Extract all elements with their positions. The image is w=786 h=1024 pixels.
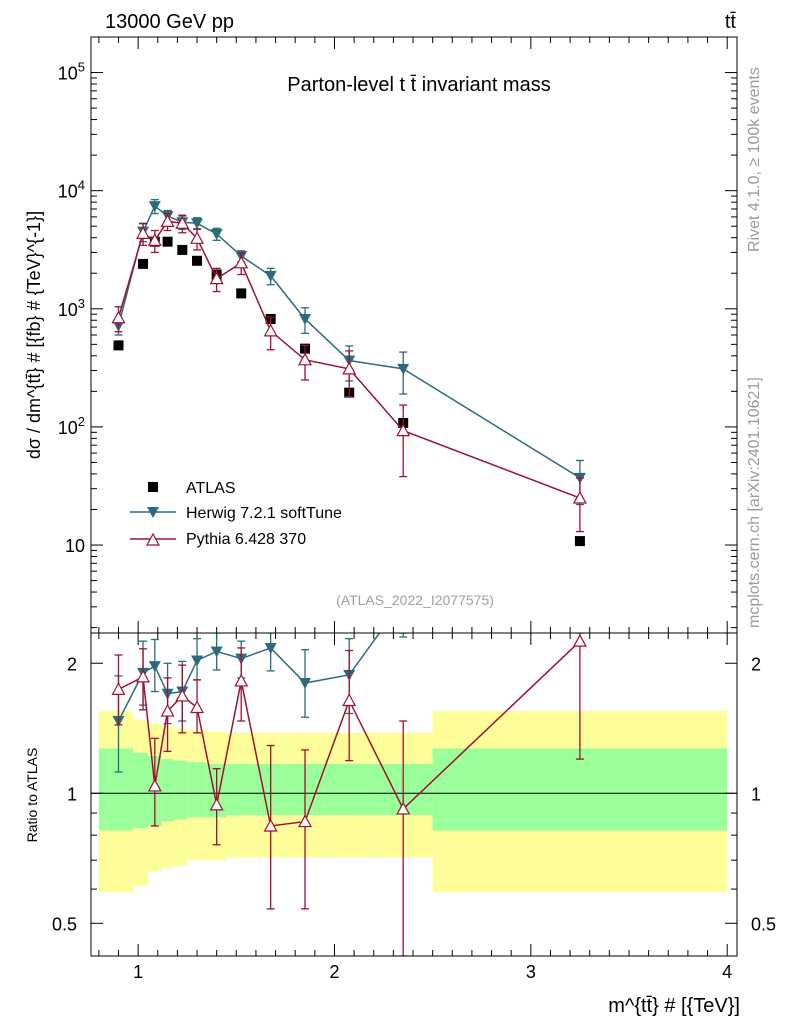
pythia-point <box>111 310 126 324</box>
pythia-ratio-point <box>396 801 411 815</box>
pythia-point <box>263 323 278 337</box>
pythia-ratio-point <box>147 778 162 792</box>
main-ytick-label: 105 <box>58 60 85 84</box>
ratio-band-green <box>226 763 256 816</box>
ratio-band-green <box>133 752 148 829</box>
mcplots-label: mcplots.cern.ch [arXiv:2401.10621] <box>746 377 763 628</box>
pythia-ratio-point <box>160 703 175 717</box>
pythia-ratio-point <box>209 797 224 811</box>
atlas-point <box>236 288 247 299</box>
pythia-ratio-point <box>136 669 151 683</box>
pythia-point <box>147 233 162 246</box>
ratio-ytick-label-right: 1 <box>751 784 761 804</box>
atlas-point <box>574 536 585 547</box>
ratio-band-green <box>432 748 728 831</box>
ratio-ytick-label-left: 1 <box>67 784 77 804</box>
ratio-ylabel: Ratio to ATLAS <box>24 748 40 843</box>
main-ylabel: dσ / dm^{tt̄} # [{fb} # {TeV}^{-1}] <box>24 211 44 459</box>
pythia-point <box>160 214 175 227</box>
pythia-ratio-point <box>298 814 313 828</box>
rivet-label: Rivet 4.1.0, ≥ 100k events <box>746 67 763 252</box>
ratio-band-green <box>173 760 188 820</box>
pythia-point <box>342 361 357 375</box>
watermark: (ATLAS_2022_I2077575) <box>336 592 494 608</box>
header-left: 13000 GeV pp <box>105 11 234 33</box>
x-axis-label: m^{tt̄} # [{TeV}] <box>608 995 740 1017</box>
atlas-point <box>192 255 203 266</box>
legend-herwig-label: Herwig 7.2.1 softTune <box>186 505 342 522</box>
herwig-point <box>397 363 410 375</box>
atlas-point <box>177 244 188 255</box>
herwig-line <box>117 204 581 479</box>
pythia-point <box>572 490 587 504</box>
herwig-point <box>210 228 223 240</box>
pythia-point <box>136 226 151 239</box>
pythia-ratio-point <box>234 673 249 687</box>
ratio-band-green <box>324 763 374 816</box>
ratio-xtick-label: 1 <box>133 962 143 982</box>
pythia-ratio-point <box>572 633 587 647</box>
pythia-point <box>234 255 249 269</box>
herwig-ratio-point <box>210 646 223 658</box>
main-ytick-label: 102 <box>58 414 85 438</box>
pythia-point <box>298 352 313 366</box>
legend: ATLAS Herwig 7.2.1 softTune Pythia 6.428… <box>130 480 342 548</box>
herwig-point <box>191 218 204 230</box>
herwig-ratio-point <box>299 678 312 690</box>
pythia-point <box>175 215 190 229</box>
legend-pythia-label: Pythia 6.428 370 <box>186 531 306 548</box>
herwig-point <box>299 313 312 325</box>
pythia-point <box>190 231 205 244</box>
pythia-ratio-point <box>342 693 357 707</box>
atlas-point <box>113 340 124 351</box>
main-ytick-label: 103 <box>58 296 85 320</box>
ratio-ytick-label-left: 2 <box>67 654 77 674</box>
legend-atlas-marker <box>148 482 158 492</box>
ratio-band-green <box>98 748 134 831</box>
pythia-point <box>209 271 224 285</box>
ratio-xtick-label: 3 <box>526 962 536 982</box>
pythia-ratio-point <box>175 688 190 702</box>
main-ytick-label: 104 <box>58 178 85 202</box>
main-ytick-label: 10 <box>65 536 85 556</box>
herwig-point <box>264 270 277 282</box>
herwig-ratio-line <box>117 633 381 722</box>
legend-atlas-label: ATLAS <box>186 480 236 497</box>
ratio-series-group <box>111 633 587 956</box>
ratio-ytick-label-right: 2 <box>751 654 761 674</box>
legend-herwig-marker <box>147 507 159 518</box>
ratio-ytick-label-left: 0.5 <box>52 914 77 934</box>
pythia-point <box>396 423 411 437</box>
herwig-ratio-point <box>264 642 277 654</box>
herwig-point <box>148 201 161 213</box>
ratio-xtick-label: 2 <box>329 962 339 982</box>
ratio-band-green <box>187 762 207 818</box>
ratio-band-green <box>161 759 174 822</box>
ratio-frame <box>90 632 738 957</box>
ratio-xtick-label: 4 <box>722 962 732 982</box>
herwig-ratio-point <box>148 661 161 673</box>
atlas-point <box>138 258 149 269</box>
pythia-ratio-point <box>263 818 278 832</box>
herwig-ratio-point <box>191 655 204 667</box>
pythia-ratio-point <box>111 682 126 695</box>
legend-pythia-marker <box>145 532 161 546</box>
atlas-point <box>162 236 173 247</box>
header-right: tt̄ <box>725 11 737 33</box>
main-title: Parton-level t t̄ invariant mass <box>287 74 550 96</box>
ratio-ytick-label-right: 0.5 <box>751 914 776 934</box>
pythia-ratio-point <box>190 700 205 714</box>
